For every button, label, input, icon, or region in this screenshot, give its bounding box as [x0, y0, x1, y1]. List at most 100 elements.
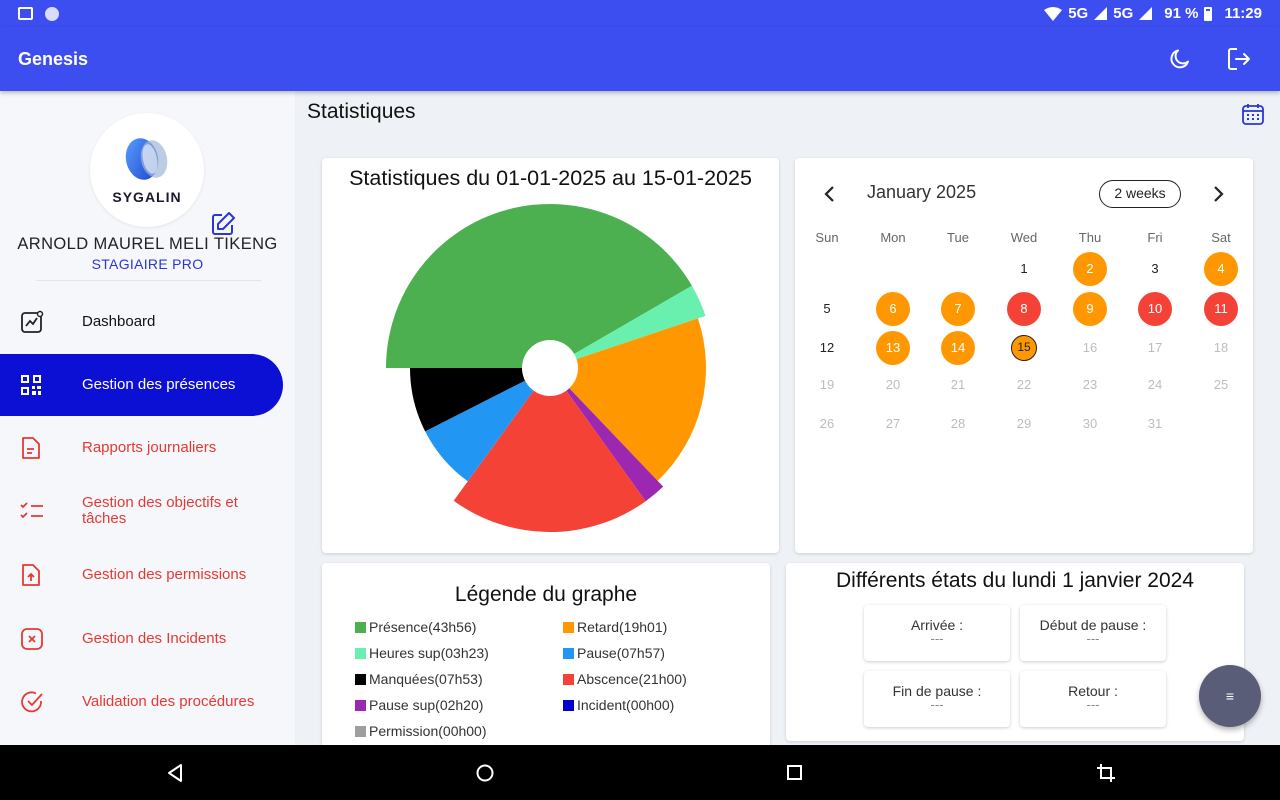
weekday-label: Wed: [1010, 230, 1038, 245]
app-notification-icon: [45, 6, 59, 21]
chevron-left-icon[interactable]: [821, 184, 839, 204]
calendar-day[interactable]: 2: [1073, 252, 1107, 286]
calendar-day[interactable]: 31: [1147, 416, 1163, 431]
user-name: ARNOLD MAUREL MELI TIKENG: [17, 235, 278, 253]
pie-slice: [386, 204, 692, 368]
calendar-day[interactable]: 18: [1213, 340, 1229, 355]
sidebar-item-presences[interactable]: Gestion des présences: [0, 354, 283, 416]
calendar-day[interactable]: 8: [1007, 292, 1041, 326]
legend-item: Incident(00h00): [563, 697, 674, 713]
checklist-icon: [20, 502, 43, 519]
legend-swatch: [355, 673, 366, 685]
app-title: Genesis: [18, 48, 89, 69]
legend-swatch: [563, 699, 574, 711]
calendar-day[interactable]: 14: [941, 331, 975, 365]
sidebar-item-objectifs[interactable]: Gestion des objectifs et tâches: [0, 480, 283, 542]
chart-title: Statistiques du 01-01-2025 au 15-01-2025: [349, 166, 752, 190]
sidebar-item-label: Rapports journaliers: [82, 439, 217, 456]
calendar-day[interactable]: 4: [1204, 252, 1238, 286]
sidebar-item-label: Dashboard: [82, 313, 156, 330]
states-card: Différents états du lundi 1 janvier 2024…: [786, 563, 1244, 741]
sidebar-item-label: Gestion des présences: [82, 376, 236, 393]
pie-slice: [410, 368, 550, 432]
menu-icon: ≡: [1225, 688, 1235, 704]
calendar-day[interactable]: 3: [1151, 261, 1159, 276]
calendar-format-button[interactable]: 2 weeks: [1099, 180, 1181, 208]
state-arrivee: Arrivée : ---: [864, 605, 1010, 661]
calendar-day[interactable]: 6: [876, 292, 910, 326]
pie-slice: [550, 285, 706, 368]
state-label: Arrivée :: [910, 617, 964, 633]
sidebar-item-label: Gestion des permissions: [82, 566, 247, 583]
calendar-day[interactable]: 12: [819, 340, 835, 355]
chevron-right-icon[interactable]: [1209, 184, 1227, 204]
calendar-day[interactable]: 24: [1147, 377, 1163, 392]
calendar-day[interactable]: 16: [1082, 340, 1098, 355]
legend-label: Incident(00h00): [577, 697, 675, 713]
qr-code-icon: [21, 375, 41, 395]
calendar-day[interactable]: 29: [1016, 416, 1032, 431]
clock: 11:29: [1224, 5, 1262, 22]
moon-icon[interactable]: [1168, 47, 1192, 71]
gallery-notification-icon: [18, 7, 33, 20]
network-label-1: 5G: [1068, 5, 1089, 22]
state-value: ---: [930, 631, 944, 646]
sidebar-item-validation[interactable]: Validation des procédures: [0, 671, 283, 733]
edit-profile-icon[interactable]: [210, 211, 236, 237]
calendar-card: January 2025 2 weeks Sun Mon Tue Wed Thu Fri S…: [795, 158, 1253, 553]
recents-icon[interactable]: [786, 763, 804, 783]
calendar-day[interactable]: 22: [1016, 377, 1032, 392]
calendar-day[interactable]: 23: [1082, 377, 1098, 392]
calendar-day[interactable]: 28: [950, 416, 966, 431]
calendar-day[interactable]: 26: [819, 416, 835, 431]
pie-slice: [425, 368, 550, 482]
calendar-day[interactable]: 9: [1073, 292, 1107, 326]
state-label: Début de pause :: [1039, 617, 1147, 633]
battery-icon: [1204, 6, 1213, 21]
calendar-day[interactable]: 13: [876, 331, 910, 365]
state-label: Retour :: [1068, 683, 1118, 699]
calendar-day[interactable]: 7: [941, 292, 975, 326]
calendar-day[interactable]: 15: [1011, 335, 1037, 361]
legend-item: Pause sup(02h20): [355, 697, 483, 713]
page-title: Statistiques: [307, 100, 416, 123]
calendar-day[interactable]: 1: [1020, 261, 1028, 276]
calendar-day[interactable]: 19: [819, 377, 835, 392]
calendar-day[interactable]: 21: [950, 377, 966, 392]
calendar-day[interactable]: 10: [1138, 292, 1172, 326]
legend-item: Abscence(21h00): [563, 671, 687, 687]
calendar-day[interactable]: 27: [885, 416, 901, 431]
pie-slice: [550, 318, 706, 481]
pie-center-hole: [522, 340, 578, 396]
states-title: Différents états du lundi 1 janvier 2024: [835, 569, 1194, 592]
calendar-day[interactable]: 25: [1213, 377, 1229, 392]
sidebar-item-dashboard[interactable]: Dashboard: [0, 291, 283, 353]
calendar-day[interactable]: 20: [885, 377, 901, 392]
calendar-day[interactable]: 30: [1082, 416, 1098, 431]
sidebar-item-label: Gestion des Incidents: [82, 630, 227, 647]
weekday-label: Fri: [1147, 230, 1163, 245]
back-icon[interactable]: [166, 763, 184, 783]
sidebar-item-permissions[interactable]: Gestion des permissions: [0, 544, 283, 606]
signal-icon: [1139, 7, 1153, 20]
calendar-day[interactable]: 17: [1147, 340, 1163, 355]
calendar-day[interactable]: 11: [1204, 292, 1238, 326]
network-label-2: 5G: [1113, 5, 1134, 22]
pie-chart: [386, 204, 706, 532]
legend-item: Retard(19h01): [563, 619, 667, 635]
home-icon[interactable]: [475, 763, 495, 783]
check-circle-icon: [21, 691, 43, 713]
logout-icon[interactable]: [1226, 46, 1252, 72]
rotate-crop-icon[interactable]: [1096, 763, 1116, 783]
sidebar-item-rapports[interactable]: Rapports journaliers: [0, 417, 283, 479]
sidebar-item-incidents[interactable]: Gestion des Incidents: [0, 608, 283, 670]
legend-label: Heures sup(03h23): [369, 645, 489, 661]
menu-fab-button[interactable]: ≡: [1199, 665, 1261, 727]
state-retour: Retour : ---: [1020, 671, 1166, 727]
legend-swatch: [355, 621, 366, 633]
chart-line-icon: [21, 310, 44, 333]
calendar-icon[interactable]: [1241, 102, 1265, 126]
sidebar: SYGALIN ARNOLD MAUREL MELI TIKENG STAGIA…: [0, 91, 295, 745]
upload-file-icon: [22, 564, 40, 586]
calendar-day[interactable]: 5: [823, 301, 831, 316]
